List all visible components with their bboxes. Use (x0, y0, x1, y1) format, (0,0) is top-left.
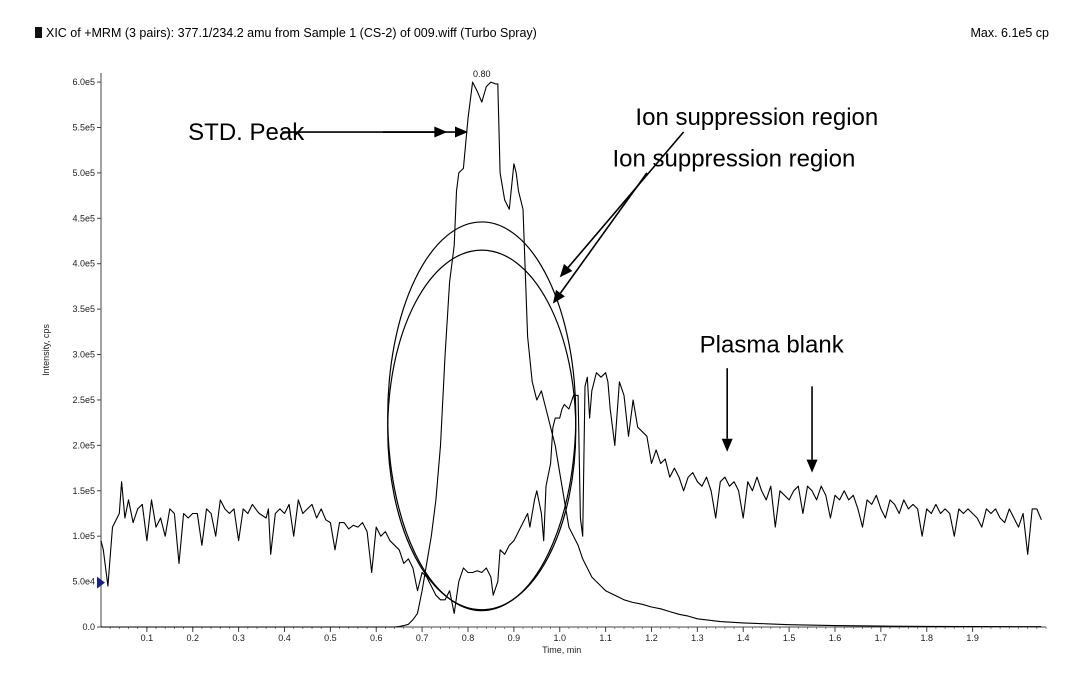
y-axis-label: Intensity, cps (41, 324, 51, 376)
annotation-labels: STD. Peak Ion suppression region Ion suppr… (188, 104, 878, 359)
annotation-label-2: Ion suppression region (635, 104, 878, 131)
y-tick-label: 4.5e5 (72, 213, 95, 223)
annotation-label-3: Ion suppression region (612, 146, 855, 173)
y-tick-label: 5.0e5 (72, 168, 95, 178)
y-axis-ticks: 0.0 5.0e4 1.0e5 1.5e5 2.0e5 2.5e5 3.0e5 3.5e5 4.… (72, 77, 101, 632)
series-layer (100, 81, 1042, 628)
annotation-arrows (282, 126, 818, 473)
ion-suppression-ellipses (387, 221, 577, 612)
x-tick-label: 1.6 (829, 633, 842, 643)
y-tick-label: 0.0 (82, 622, 95, 632)
y-tick-label: 2.5e5 (72, 395, 95, 405)
y-tick-label: 4.0e5 (72, 259, 95, 269)
x-tick-label: 1.2 (645, 633, 658, 643)
annotation-arrowhead-5 (721, 438, 733, 452)
annotation-arrowhead-6 (806, 459, 818, 473)
x-axis-ticks: 0.1 0.2 0.3 0.4 0.5 0.6 0.7 0.8 0.9 1.0 1.1 1.2 1.3 1… (109, 627, 1047, 643)
baseline-marker-icon (97, 576, 105, 589)
y-tick-label: 3.5e5 (72, 304, 95, 314)
y-tick-label: 3.0e5 (72, 350, 95, 360)
annotation-arrow-3 (567, 131, 685, 268)
x-tick-label: 0.4 (278, 633, 291, 643)
x-tick-label: 1.0 (553, 633, 566, 643)
y-tick-label: 6.0e5 (72, 77, 95, 87)
y-tick-label: 1.5e5 (72, 486, 95, 496)
x-tick-label: 1.8 (920, 633, 933, 643)
series-line-1 (100, 372, 1042, 614)
annotation-arrowhead-3 (559, 263, 573, 278)
x-tick-label: 1.5 (783, 633, 796, 643)
annotation-arrowhead-4 (552, 289, 565, 304)
x-tick-label: 1.9 (966, 633, 979, 643)
peak-apex-label: 0.80 (473, 69, 491, 79)
x-tick-label: 1.3 (691, 633, 704, 643)
x-tick-label: 0.7 (416, 633, 429, 643)
x-tick-label: 0.6 (370, 633, 383, 643)
x-tick-label: 1.4 (737, 633, 750, 643)
x-tick-label: 0.1 (141, 633, 154, 643)
header-square-icon (35, 27, 42, 38)
x-tick-label: 0.2 (186, 633, 199, 643)
y-tick-label: 5.0e4 (72, 577, 95, 587)
x-tick-label: 0.8 (462, 633, 475, 643)
y-tick-label: 2.0e5 (72, 440, 95, 450)
suppression-ellipse-2 (387, 249, 577, 611)
y-tick-label: 5.5e5 (72, 122, 95, 132)
x-tick-label: 1.1 (599, 633, 612, 643)
annotation-arrowhead-2 (454, 126, 468, 138)
max-intensity-label: Max. 6.1e5 cp (970, 26, 1049, 40)
annotation-label-4: Plasma blank (700, 332, 845, 359)
annotation-label-1: STD. Peak (188, 119, 305, 146)
x-axis-label: Time, min (542, 645, 581, 655)
chart-axes (100, 73, 1046, 628)
x-tick-label: 1.7 (875, 633, 888, 643)
x-tick-label: 0.5 (324, 633, 337, 643)
y-tick-label: 1.0e5 (72, 531, 95, 541)
x-tick-label: 0.9 (508, 633, 521, 643)
x-tick-label: 0.3 (232, 633, 245, 643)
series-line-2 (101, 81, 1042, 628)
annotation-arrow-4 (559, 172, 648, 294)
chart-header-title: XIC of +MRM (3 pairs): 377.1/234.2 amu f… (46, 26, 537, 40)
